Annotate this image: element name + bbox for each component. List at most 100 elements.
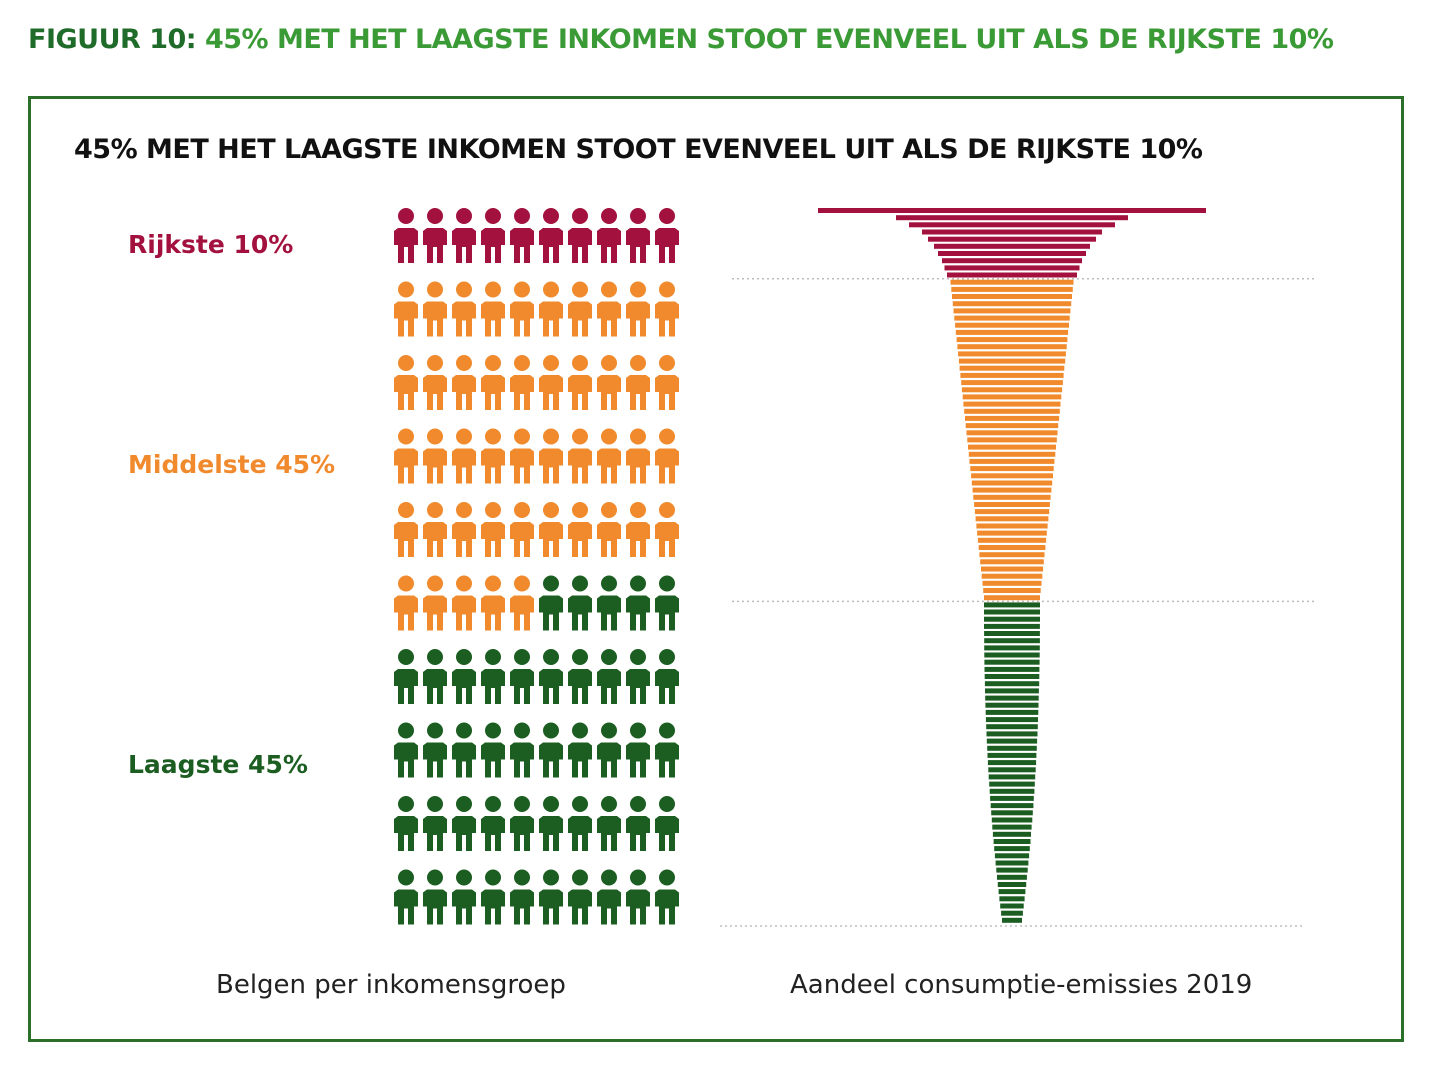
person-icon bbox=[597, 575, 621, 631]
emission-bar bbox=[963, 401, 1061, 407]
emission-bar bbox=[896, 215, 1128, 221]
emission-bar bbox=[992, 831, 1031, 837]
person-icon bbox=[481, 428, 505, 484]
emission-bar bbox=[942, 258, 1082, 264]
emission-bar bbox=[955, 322, 1069, 328]
emission-bar bbox=[953, 308, 1071, 314]
person-icon bbox=[539, 208, 563, 263]
emission-bar bbox=[996, 867, 1028, 873]
emission-bar bbox=[986, 738, 1038, 744]
emission-bar bbox=[979, 552, 1045, 558]
person-icon bbox=[394, 355, 418, 410]
person-icon bbox=[655, 722, 679, 778]
person-icon bbox=[510, 575, 534, 631]
person-icon bbox=[452, 869, 476, 925]
person-icon bbox=[539, 575, 563, 631]
person-icon bbox=[568, 869, 592, 925]
emission-bar bbox=[998, 889, 1026, 895]
person-icon bbox=[423, 502, 447, 557]
person-icon bbox=[597, 281, 621, 337]
person-icon bbox=[423, 649, 447, 704]
person-icon bbox=[626, 428, 650, 484]
person-icon bbox=[655, 649, 679, 704]
emission-bar bbox=[984, 674, 1040, 679]
emission-bar bbox=[993, 839, 1031, 844]
emission-bar bbox=[991, 817, 1033, 823]
chart-frame bbox=[28, 96, 1404, 1042]
emission-bar bbox=[1001, 910, 1023, 916]
person-icon bbox=[655, 428, 679, 484]
emission-bar bbox=[959, 365, 1065, 371]
person-icon bbox=[452, 502, 476, 557]
person-icon bbox=[626, 355, 650, 410]
person-icon bbox=[423, 428, 447, 484]
emission-bar bbox=[980, 559, 1044, 565]
emission-bar bbox=[938, 251, 1086, 256]
person-icon bbox=[655, 796, 679, 851]
emission-bar bbox=[997, 874, 1027, 880]
person-icon bbox=[394, 281, 418, 337]
person-icon bbox=[481, 722, 505, 778]
emission-bar bbox=[975, 516, 1049, 522]
emission-bar bbox=[958, 358, 1066, 364]
emission-bar bbox=[986, 731, 1038, 737]
emission-bar bbox=[968, 444, 1056, 450]
emission-bar bbox=[952, 294, 1072, 299]
emission-bar bbox=[971, 480, 1053, 486]
person-icon bbox=[481, 502, 505, 557]
person-icon bbox=[423, 575, 447, 631]
label-lowest: Laagste 45% bbox=[128, 750, 308, 779]
person-icon bbox=[626, 502, 650, 557]
emission-bar bbox=[978, 545, 1046, 550]
person-icon bbox=[539, 722, 563, 778]
person-icon bbox=[510, 208, 534, 263]
emission-bar bbox=[964, 408, 1060, 414]
person-icon bbox=[539, 796, 563, 851]
emission-bar bbox=[985, 717, 1038, 723]
emission-bar bbox=[960, 372, 1064, 378]
person-icon bbox=[510, 722, 534, 778]
person-icon bbox=[597, 869, 621, 925]
label-middle: Middelste 45% bbox=[128, 450, 336, 479]
emission-bar bbox=[987, 752, 1037, 758]
emission-bar bbox=[909, 222, 1115, 228]
person-icon bbox=[481, 575, 505, 631]
chart-title: 45% MET HET LAAGSTE INKOMEN STOOT EVENVE… bbox=[74, 134, 1203, 165]
person-icon bbox=[539, 869, 563, 925]
person-icon bbox=[452, 281, 476, 337]
emission-bar bbox=[969, 458, 1055, 464]
emission-bar bbox=[970, 466, 1054, 472]
emission-bar bbox=[1002, 917, 1022, 923]
person-icon bbox=[655, 575, 679, 631]
person-icon bbox=[655, 281, 679, 337]
emission-bar bbox=[994, 846, 1030, 852]
emission-bar bbox=[967, 437, 1057, 443]
emission-bar bbox=[985, 709, 1039, 715]
emission-bar bbox=[922, 229, 1102, 235]
person-icon bbox=[423, 281, 447, 337]
person-icon bbox=[394, 208, 418, 263]
person-icon bbox=[481, 281, 505, 337]
person-icon bbox=[423, 355, 447, 410]
emission-bar bbox=[934, 243, 1090, 249]
person-icon bbox=[597, 208, 621, 263]
emission-bar bbox=[950, 279, 1074, 285]
emission-bar bbox=[984, 645, 1040, 651]
person-icon bbox=[655, 208, 679, 263]
person-icon bbox=[568, 355, 592, 410]
person-icon bbox=[452, 208, 476, 263]
emission-bar bbox=[990, 795, 1034, 801]
emission-bar bbox=[984, 609, 1040, 615]
person-icon bbox=[597, 649, 621, 704]
emission-bar bbox=[965, 415, 1060, 421]
person-icon bbox=[510, 355, 534, 410]
emission-bar bbox=[984, 616, 1040, 622]
person-icon bbox=[597, 502, 621, 557]
person-icon bbox=[452, 575, 476, 631]
emission-bar bbox=[999, 896, 1025, 902]
person-icon bbox=[452, 649, 476, 704]
emission-bar bbox=[995, 860, 1029, 866]
person-icon bbox=[539, 428, 563, 484]
emission-bar bbox=[984, 659, 1040, 665]
